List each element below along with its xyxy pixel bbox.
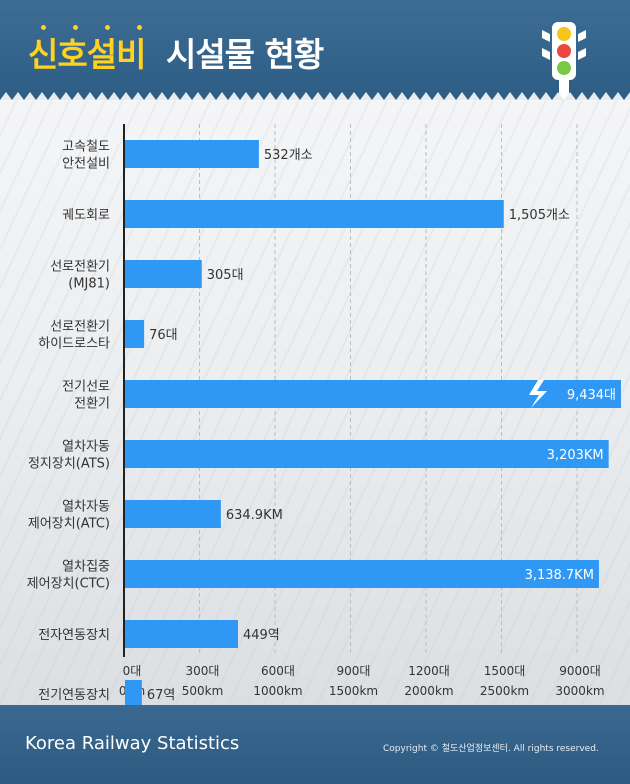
bar (125, 680, 142, 705)
page-title: 신호설비 시설물 현황 (28, 25, 324, 76)
value-label: 449역 (243, 628, 280, 643)
value-label: 305대 (207, 268, 244, 283)
category-label: 궤도회로 (62, 208, 110, 223)
value-label: 634.9KM (226, 508, 283, 523)
facility-bar-chart: 0대0km300대500km600대1000km900대1500km1200대2… (27, 124, 621, 705)
bar (125, 380, 621, 408)
x-tick-label-km: 2000km (404, 684, 453, 698)
bar (125, 320, 145, 348)
value-label: 532개소 (264, 148, 313, 163)
x-tick-label-km: 1500km (329, 684, 378, 698)
header-zigzag-edge (0, 92, 630, 100)
bar (125, 500, 221, 528)
category-label: 전기연동장치 (38, 688, 110, 703)
category-label: (MJ81) (68, 277, 110, 292)
footer-brand: Korea Railway Statistics (25, 733, 240, 754)
value-label: 3,203KM (547, 448, 604, 463)
header-band: 신호설비 시설물 현황 (0, 0, 630, 100)
bar (125, 200, 504, 228)
value-label: 1,505개소 (509, 208, 570, 223)
title-highlight-text: 신호설비 (28, 35, 146, 74)
category-label: 전자연동장치 (38, 628, 110, 643)
category-label: 제어장치(ATC) (28, 517, 110, 532)
bar (125, 560, 599, 588)
x-tick-label-km: 1000km (253, 684, 302, 698)
category-label: 제어장치(CTC) (27, 577, 110, 592)
bar (125, 260, 202, 288)
category-label: 선로전환기 (50, 320, 110, 335)
x-tick-label-km: 500km (182, 684, 224, 698)
traffic-light-icon (542, 22, 586, 100)
x-tick-label-count: 1200대 (408, 664, 450, 678)
value-label: 3,138.7KM (525, 568, 594, 583)
category-label: 선로전환기 (50, 260, 110, 275)
bar (125, 140, 259, 168)
x-tick-label-km: 2500km (480, 684, 529, 698)
category-label: 열차자동 (62, 500, 110, 515)
copyright-text: Copyright © 철도산업정보센터. All rights reserve… (383, 744, 599, 754)
category-label: 전기선로 (62, 380, 110, 395)
emphasis-dots (28, 25, 156, 30)
category-label: 안전설비 (62, 157, 110, 172)
value-label: 9,434대 (567, 388, 616, 403)
value-label: 76대 (149, 328, 178, 343)
category-label: 열차자동 (62, 440, 110, 455)
x-tick-label-count: 600대 (261, 664, 295, 678)
title-highlight: 신호설비 (28, 25, 156, 74)
category-label: 고속철도 (62, 140, 110, 155)
bar (125, 440, 609, 468)
bar (125, 620, 238, 648)
category-label: 전환기 (74, 397, 110, 412)
x-tick-label-count: 1500대 (484, 664, 526, 678)
x-tick-label-count: 300대 (186, 664, 220, 678)
title-rest: 시설물 현황 (165, 35, 324, 74)
x-tick-label-count: 900대 (337, 664, 371, 678)
x-tick-label-count: 9000대 (559, 664, 601, 678)
footer-band: Korea Railway Statistics Copyright © 철도산… (0, 705, 630, 784)
axis-break-icon (529, 380, 547, 408)
category-label: 열차집중 (62, 560, 110, 575)
category-label: 하이드로스타 (38, 337, 110, 352)
x-tick-label-count: 0대 (123, 664, 142, 678)
x-tick-label-km: 3000km (555, 684, 604, 698)
value-label: 67역 (147, 688, 176, 703)
category-label: 정지장치(ATS) (28, 457, 110, 472)
